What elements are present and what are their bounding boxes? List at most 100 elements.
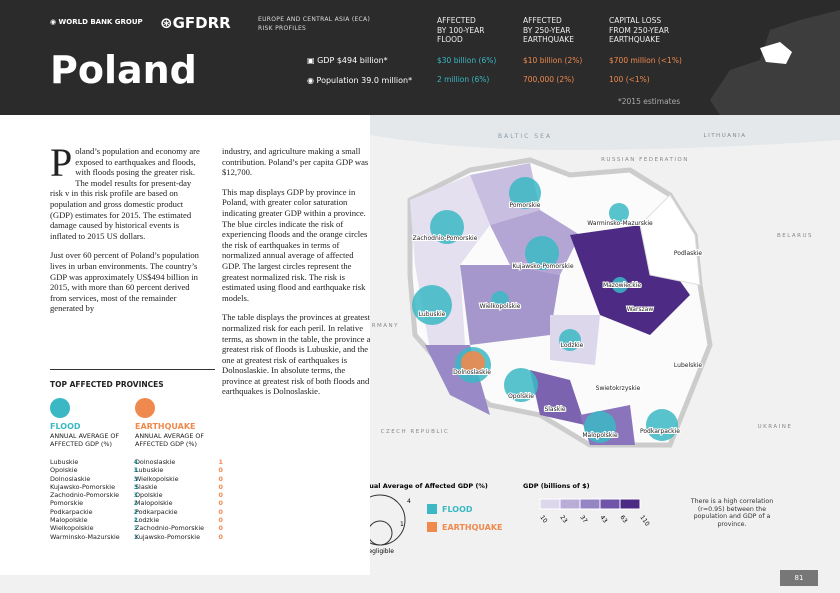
- province: Pomorskie: [50, 499, 84, 508]
- value: 3: [133, 474, 138, 483]
- province-label: Podkarpackie: [640, 428, 680, 435]
- province: Wielkopolskie: [50, 524, 94, 533]
- paragraph: industry, and agriculture making a small…: [222, 146, 369, 178]
- value: 2: [133, 499, 138, 508]
- logo-text: WORLD BANK GROUP: [58, 18, 143, 26]
- population-text: Population 39.0 million*: [316, 76, 413, 85]
- dropcap: P: [50, 140, 73, 185]
- series: RISK PROFILES: [258, 25, 307, 32]
- risk-column: CAPITAL LOSS FROM 250-YEAR EARTHQUAKE $700 …: [609, 16, 691, 85]
- earthquake-sub: ANNUAL AVERAGE OF AFFECTED GDP (%): [135, 432, 205, 448]
- column-heading: AFFECTED: [437, 16, 476, 25]
- value: 3: [133, 482, 138, 491]
- column-heading: EARTHQUAKE: [609, 35, 660, 44]
- table-row: Opolskie 3: [50, 466, 138, 474]
- paragraph: The table displays the provinces at grea…: [222, 312, 373, 397]
- province-label: Slaskie: [544, 406, 565, 413]
- table-row: Podkarpackie 0: [135, 508, 223, 516]
- table-row: Opolskie 0: [135, 491, 223, 499]
- province: Podkarpackie: [50, 507, 93, 516]
- country-label: UKRAINE: [758, 424, 793, 430]
- province: Zachodnio-Pomorskie: [135, 524, 205, 533]
- value: 0: [218, 524, 223, 533]
- province: Dolnoslaskie: [135, 458, 176, 466]
- table-row: Wielkopolskie 1: [50, 524, 138, 532]
- population: ◉ Population 39.0 million*: [307, 76, 413, 85]
- table-row: Zachodnio-Pomorskie 0: [135, 524, 223, 532]
- value: 1: [218, 458, 223, 466]
- province-label: Kujawsko-Pomorskie: [512, 263, 573, 270]
- table-row: Lubuskie 0: [135, 466, 223, 474]
- table-row: Kujawsko-Pomorskie 3: [50, 483, 138, 491]
- legend-earthquake: EARTHQUAKE: [442, 523, 503, 532]
- province: Malopolskie: [50, 516, 88, 525]
- table-title: TOP AFFECTED PROVINCES: [50, 380, 164, 389]
- table-row: Slaskie 0: [135, 483, 223, 491]
- province-label: Lubelskie: [674, 362, 702, 369]
- flood-sub: ANNUAL AVERAGE OF AFFECTED GDP (%): [50, 432, 120, 448]
- province: Kujawsko-Pomorskie: [50, 482, 116, 491]
- gdp-swatch: [599, 498, 621, 510]
- province-label: Warszaw: [627, 306, 654, 313]
- paragraph: This map displays GDP by province in Pol…: [222, 186, 368, 303]
- country-label: LITHUANIA: [704, 133, 747, 139]
- country-label: CZECH REPUBLIC: [381, 429, 450, 435]
- province-label: Zachodnio-Pomorskie: [413, 235, 478, 242]
- country-label: GERMANY: [370, 323, 399, 329]
- value: 4: [133, 458, 138, 466]
- value: 0: [218, 507, 223, 516]
- risk-column: AFFECTED BY 100-YEAR FLOOD $30 billion (6%)…: [437, 16, 519, 85]
- value: 0: [218, 516, 223, 525]
- legend: [370, 494, 437, 546]
- note: *2015 estimates: [618, 97, 681, 106]
- legend-note: There is a high correlation (r=0.95) bet…: [690, 498, 774, 528]
- sea-label: BALTIC SEA: [498, 133, 552, 140]
- column-heading: EARTHQUAKE: [523, 35, 574, 44]
- province-label: Lubuskie: [419, 311, 446, 318]
- legend-note-box: There is a high correlation (r=0.95) bet…: [690, 498, 774, 528]
- gdp-tick: 10: [538, 514, 548, 524]
- value: 0: [218, 499, 223, 508]
- table-row: Lodzkie 0: [135, 516, 223, 524]
- legend-negligible: Negligible: [370, 548, 394, 555]
- gdp-swatch: [619, 498, 641, 510]
- earthquake-label: EARTHQUAKE: [135, 422, 196, 431]
- gdp-swatch: [539, 498, 561, 510]
- value: 3: [133, 491, 138, 500]
- table-row: Warminsko-Mazurskie 1: [50, 533, 138, 541]
- earthquake-rows: Dolnoslaskie 1 Lubuskie 0 Wielkopolskie 0 Slas…: [135, 458, 223, 541]
- risk-circles: [412, 177, 678, 443]
- flood-rows: Lubuskie 4 Opolskie 3 Dolnoslaskie 3 Kujawsko-…: [50, 458, 138, 541]
- gdp: ▣ GDP $494 billion*: [307, 56, 388, 65]
- province-label: Wielkopolskie: [480, 303, 521, 310]
- value: 0: [218, 474, 223, 483]
- gdp-text: GDP $494 billion*: [317, 56, 388, 65]
- paragraph: Just over 60 percent of Poland’s populat…: [50, 250, 199, 314]
- legend-circle-label: 4: [407, 498, 411, 505]
- gdp-tick: 43: [598, 514, 608, 524]
- value: 0: [218, 491, 223, 500]
- map: BALTIC SEA LITHUANIA RUSSIAN FEDERATION BEL…: [370, 115, 840, 593]
- intro: oland’s population and economy are expos…: [50, 146, 200, 241]
- legend-flood: FLOOD: [442, 505, 473, 514]
- column-gdp: $30 billion (6%): [437, 55, 497, 65]
- gdp-swatch: [559, 498, 581, 510]
- column-population: 2 million (6%): [437, 75, 490, 84]
- column-heading: BY 250-YEAR: [523, 25, 571, 35]
- column-heading: FLOOD: [437, 35, 463, 44]
- province-label: Opolskie: [508, 393, 534, 400]
- value: 2: [133, 516, 138, 525]
- table-row: Wielkopolskie 0: [135, 475, 223, 483]
- value: 0: [218, 482, 223, 491]
- column-population: 100 (<1%): [609, 75, 650, 84]
- table-row: Malopolskie 2: [50, 516, 138, 524]
- table-row: Zachodnio-Pomorskie 3: [50, 491, 138, 499]
- table-row: Dolnoslaskie 1: [135, 458, 223, 466]
- table: TOP AFFECTED PROVINCES FLOOD EARTHQUAKE …: [50, 369, 223, 541]
- region: EUROPE AND CENTRAL ASIA (ECA): [258, 16, 371, 23]
- gdp-swatch: [579, 498, 601, 510]
- province: Podkarpackie: [135, 507, 178, 516]
- province: Lubuskie: [50, 458, 79, 466]
- province: Opolskie: [50, 466, 78, 475]
